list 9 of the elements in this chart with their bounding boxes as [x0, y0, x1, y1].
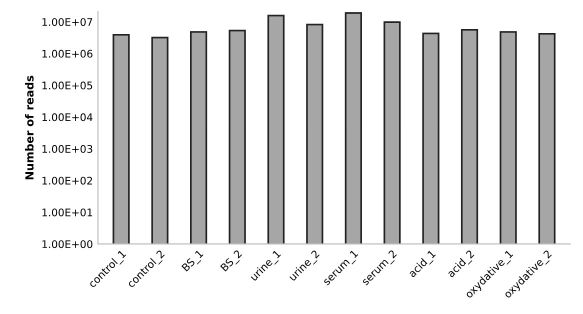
- y-axis-title: Number of reads: [25, 76, 34, 180]
- y-tick-label: 1.00E+06: [42, 50, 92, 58]
- y-tick-label: 1.00E+05: [42, 82, 92, 90]
- y-tick-label: 1.00E+04: [42, 113, 92, 122]
- y-tick-label: 1.00E+01: [42, 208, 92, 216]
- y-tick-label: 1.00E+00: [42, 240, 92, 248]
- y-tick-label: 1.00E+03: [42, 145, 92, 153]
- y-tick-label: 1.00E+07: [42, 18, 92, 26]
- y-tick-label: 1.00E+02: [42, 176, 92, 185]
